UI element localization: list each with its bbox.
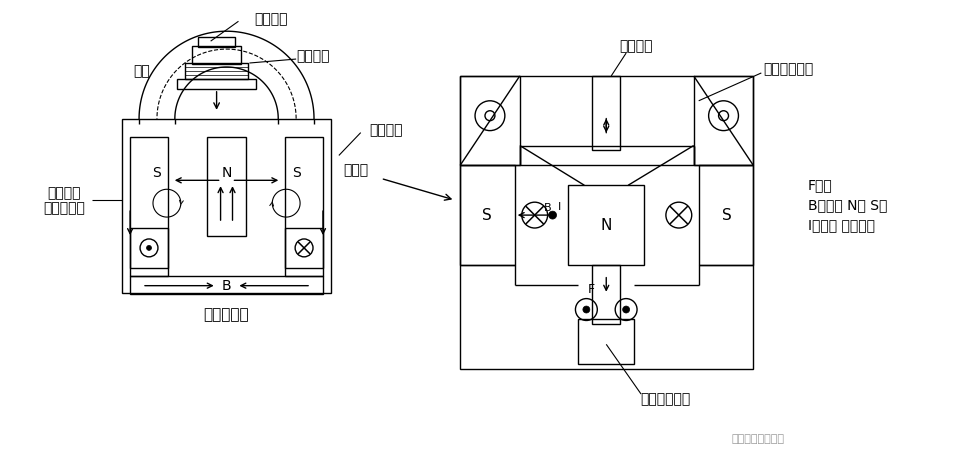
Text: 放大图: 放大图: [343, 163, 368, 177]
Bar: [569, 185, 644, 265]
Text: B：磁束 N进 S出: B：磁束 N进 S出: [808, 198, 888, 212]
Bar: [176, 79, 256, 89]
Bar: [198, 37, 235, 47]
Text: 动圈线圈: 动圈线圈: [296, 49, 330, 63]
Text: B: B: [544, 203, 551, 213]
Bar: [699, 165, 753, 265]
Bar: [285, 228, 323, 268]
Bar: [130, 137, 168, 276]
Bar: [592, 265, 620, 325]
Bar: [578, 319, 634, 364]
Circle shape: [549, 211, 556, 219]
Bar: [285, 137, 323, 276]
Text: 下部支撑机构: 下部支撑机构: [641, 392, 691, 406]
Text: I：电流 又进点出: I：电流 又进点出: [808, 218, 875, 232]
Text: 形成磁场: 形成磁场: [369, 124, 402, 138]
Text: 上部支撑机构: 上部支撑机构: [763, 62, 814, 76]
Text: B: B: [222, 279, 231, 293]
Bar: [592, 76, 620, 150]
Text: S: S: [292, 166, 301, 181]
Bar: [206, 137, 247, 236]
Text: F：力: F：力: [808, 178, 833, 192]
Bar: [130, 276, 323, 294]
Bar: [694, 76, 753, 165]
Text: N: N: [222, 166, 231, 181]
Bar: [520, 145, 694, 165]
Text: N: N: [601, 218, 612, 232]
Text: S: S: [482, 207, 492, 223]
Bar: [192, 46, 241, 64]
Text: S: S: [152, 166, 161, 181]
Text: S: S: [722, 207, 732, 223]
Circle shape: [147, 245, 151, 250]
Text: 动圈: 动圈: [133, 64, 150, 78]
Text: 振动台面: 振动台面: [619, 39, 653, 53]
Bar: [460, 76, 520, 165]
Bar: [130, 228, 168, 268]
Bar: [460, 76, 753, 369]
Text: （单励磁）: （单励磁）: [43, 201, 86, 215]
Text: 振动台面: 振动台面: [254, 13, 288, 26]
Circle shape: [623, 306, 629, 313]
Circle shape: [583, 306, 590, 313]
Text: I: I: [558, 202, 561, 212]
Bar: [460, 165, 515, 265]
Bar: [185, 63, 249, 79]
Text: 振动发生机: 振动发生机: [203, 307, 250, 322]
Text: F: F: [588, 283, 595, 296]
Text: 励磁线圈: 励磁线圈: [48, 186, 81, 200]
Text: 振动试验学习笔记: 振动试验学习笔记: [732, 434, 785, 444]
Bar: [122, 119, 331, 293]
